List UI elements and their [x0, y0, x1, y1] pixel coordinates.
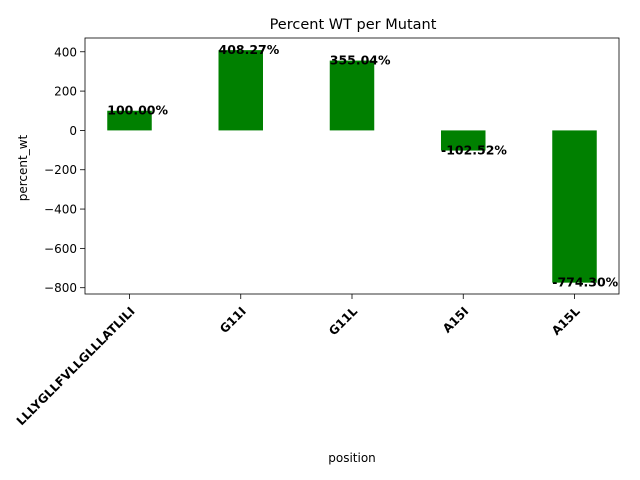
bar-A15I: [441, 130, 486, 151]
bar-G11L: [329, 60, 375, 131]
y-axis-label: percent_wt: [16, 134, 30, 201]
bars-group: [107, 50, 597, 283]
y-axis: 400 200 0 −200 −400 −600 −800: [44, 45, 85, 295]
x-tick-label-G11L: G11L: [326, 304, 360, 338]
data-label-G11I: 408.27%: [219, 42, 280, 57]
x-tick-label-G11I: G11I: [217, 304, 249, 336]
data-label-G11L: 355.04%: [330, 53, 391, 68]
plot-frame: [84, 37, 620, 295]
x-tick-label-LLLYGLLFVLLGLLLATLILI: LLLYGLLFVLLGLLLATLILI: [14, 304, 138, 428]
y-tick-label: 400: [54, 45, 77, 59]
data-labels-group: 100.00% 408.27% 355.04% -102.52% -774.30%: [107, 42, 618, 290]
x-tick-label-A15I: A15I: [440, 304, 471, 335]
y-tick-label: 200: [54, 85, 77, 99]
bar-A15L: [552, 130, 597, 283]
x-tick-label-A15L: A15L: [549, 304, 583, 338]
x-axis: LLLYGLLFVLLGLLLATLILI G11I G11L A15I A15L: [14, 294, 583, 428]
bar-LLLYGLLFVLLGLLLATLILI: [107, 110, 152, 131]
y-tick-label: −800: [44, 281, 77, 295]
y-tick-label: −200: [44, 163, 77, 177]
y-tick-label: 0: [69, 124, 77, 138]
x-axis-label: position: [328, 451, 376, 465]
data-label-A15L: -774.30%: [552, 275, 618, 290]
bar-G11I: [218, 50, 263, 131]
y-tick-label: −400: [44, 203, 77, 217]
data-label-LLLYGLLFVLLGLLLATLILI: 100.00%: [107, 103, 168, 118]
y-tick-label: −600: [44, 242, 77, 256]
data-label-A15I: -102.52%: [441, 143, 507, 158]
chart-title: Percent WT per Mutant: [270, 17, 437, 33]
